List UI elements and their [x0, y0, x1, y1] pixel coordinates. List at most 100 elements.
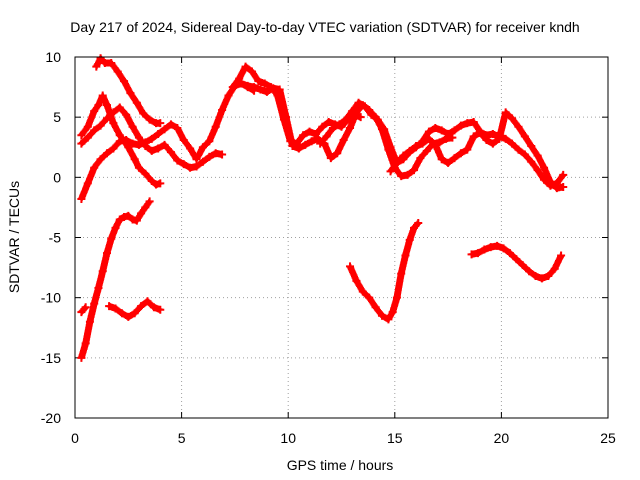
data-point: [218, 105, 227, 114]
data-point: [205, 152, 214, 161]
data-point: [98, 267, 107, 276]
data-point: [130, 155, 139, 164]
data-point: [77, 308, 86, 317]
y-tick-label: 5: [53, 109, 61, 125]
data-point: [141, 203, 150, 212]
x-tick-label: 15: [387, 430, 403, 446]
data-point: [339, 136, 348, 145]
data-point: [262, 87, 271, 96]
data-point: [540, 163, 549, 172]
data-point: [83, 133, 92, 142]
data-point: [117, 309, 126, 318]
data-point: [341, 115, 350, 124]
data-point: [307, 137, 316, 146]
data-point: [235, 74, 244, 83]
data-point: [90, 163, 99, 172]
data-point: [450, 126, 459, 135]
data-point: [137, 209, 146, 218]
data-point: [77, 353, 86, 362]
data-point: [145, 115, 154, 124]
data-point: [128, 139, 137, 148]
data-point: [147, 146, 156, 155]
y-tick-label: -20: [41, 410, 61, 426]
data-point: [152, 180, 161, 189]
data-point: [160, 125, 169, 134]
data-point: [90, 107, 99, 116]
series-track-9: [237, 79, 457, 181]
data-point: [409, 223, 418, 232]
x-tick-label: 5: [178, 430, 186, 446]
data-point: [441, 134, 450, 143]
data-point: [354, 98, 363, 107]
plot-frame: [74, 56, 609, 419]
data-point: [527, 157, 536, 166]
series-marker-trail: [237, 80, 456, 180]
data-point: [422, 146, 431, 155]
data-point: [96, 121, 105, 130]
data-point: [324, 117, 333, 126]
data-point: [134, 133, 143, 142]
data-point: [145, 197, 154, 206]
data-point: [124, 211, 133, 220]
data-point: [96, 54, 105, 63]
data-point: [480, 245, 489, 254]
data-point: [237, 79, 246, 88]
data-point: [316, 139, 325, 148]
data-point: [476, 128, 485, 137]
data-point: [456, 149, 465, 158]
data-point: [120, 77, 129, 86]
data-point: [77, 139, 86, 148]
series-marker-trail: [77, 197, 154, 362]
data-point: [160, 140, 169, 149]
data-point: [218, 150, 227, 159]
data-point: [179, 136, 188, 145]
data-point: [143, 297, 152, 306]
data-point: [514, 122, 523, 131]
data-point: [499, 244, 508, 253]
data-point: [405, 146, 414, 155]
data-point: [525, 267, 534, 276]
data-point: [414, 219, 423, 228]
data-point: [90, 126, 99, 135]
series-track-10: [316, 98, 568, 190]
y-tick-label: -10: [41, 290, 61, 306]
data-point: [373, 115, 382, 124]
data-point: [520, 150, 529, 159]
data-point: [533, 151, 542, 160]
data-point: [412, 142, 421, 151]
data-point: [501, 108, 510, 117]
data-point: [416, 154, 425, 163]
data-point: [81, 339, 90, 348]
data-point: [198, 157, 207, 166]
data-point: [401, 251, 410, 260]
data-point: [282, 113, 291, 122]
data-point: [544, 272, 553, 281]
data-point: [205, 137, 214, 146]
data-point: [115, 215, 124, 224]
data-point: [122, 110, 131, 119]
data-point: [348, 107, 357, 116]
x-tick-label: 10: [280, 430, 296, 446]
data-point: [173, 156, 182, 165]
data-point: [437, 126, 446, 135]
data-point: [166, 148, 175, 157]
data-point: [90, 299, 99, 308]
data-point: [149, 303, 158, 312]
data-point: [333, 149, 342, 158]
data-point: [109, 119, 118, 128]
data-point: [192, 155, 201, 164]
data-point: [386, 143, 395, 152]
data-point: [102, 114, 111, 123]
data-point: [154, 144, 163, 153]
data-point: [365, 293, 374, 302]
x-tick-label: 20: [494, 430, 510, 446]
data-point: [318, 122, 327, 131]
data-point: [397, 269, 406, 278]
data-point: [467, 250, 476, 259]
data-point: [166, 120, 175, 129]
data-point: [392, 293, 401, 302]
data-point: [378, 311, 387, 320]
data-point: [463, 119, 472, 128]
data-point: [260, 79, 269, 88]
x-tick-label: 25: [600, 430, 616, 446]
